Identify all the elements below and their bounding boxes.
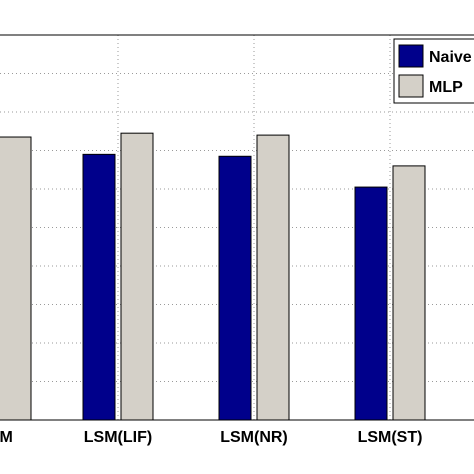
bar-mlp-0 (0, 136, 32, 421)
bar-mlp-1 (120, 132, 154, 421)
x-tick-label-2: LSM(NR) (220, 429, 288, 446)
legend-swatch-mlp (398, 74, 424, 98)
bar-naive-1 (82, 153, 116, 421)
x-tick-label-3: LSM(ST) (358, 429, 423, 446)
legend-label-mlp: MLP (429, 79, 463, 96)
x-tick-labels: LSM LSM(LIF) LSM(NR) LSM(ST) (0, 429, 422, 446)
grid-lines (0, 35, 474, 420)
bar-naive-3 (354, 186, 388, 421)
legend-swatch-naive (398, 44, 424, 68)
x-tick-label-0: LSM (0, 429, 13, 446)
legend: Naive MLP (393, 38, 474, 104)
bar-naive-2 (218, 155, 252, 421)
legend-label-naive: Naive (429, 49, 472, 66)
bar-mlp-3 (392, 165, 426, 421)
bar-mlp-2 (256, 134, 290, 421)
x-tick-label-1: LSM(LIF) (84, 429, 152, 446)
